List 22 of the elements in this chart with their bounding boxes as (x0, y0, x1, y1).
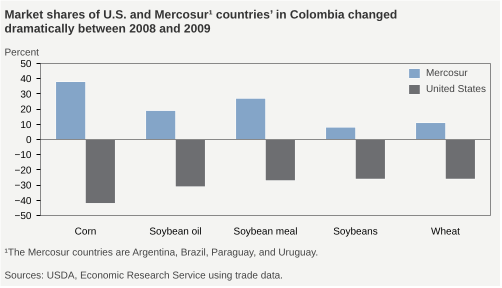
y-tick-label: −30 (14, 180, 32, 192)
y-tick-label: 30 (20, 89, 32, 100)
legend-label: United States (426, 84, 486, 94)
source-note: Sources: USDA, Economic Research Service using trade data. (4, 270, 283, 282)
chart-title: Market shares of U.S. and Mercosur¹ countries’ in Colombia changed dramatically between 2008 and 2009 (4, 8, 398, 36)
y-tick-label: −20 (14, 165, 32, 176)
x-tick-label: Soybeans (333, 226, 378, 238)
y-tick-label: −50 (14, 211, 32, 222)
x-tick-label: Soybean oil (149, 226, 202, 238)
text: ¹The Mercosur countries are Argentina, Brazil, Paraguay, and Uruguay. (4, 248, 318, 258)
y-tick-label: 0 (26, 135, 32, 146)
x-tick-label: Wheat (431, 226, 460, 238)
x-tick-label: Corn (74, 226, 96, 238)
legend-label: Mercosur (426, 68, 468, 78)
y-tick-label: 40 (20, 74, 32, 86)
y-tick-label: 20 (20, 104, 32, 116)
y-axis-title: Percent (4, 48, 40, 58)
x-tick-label: Soybean meal (234, 226, 298, 238)
y-tick-label: −40 (14, 196, 32, 207)
y-tick-label: 50 (20, 59, 32, 70)
y-tick-label: −10 (14, 150, 32, 162)
y-tick-label: 10 (20, 120, 32, 131)
